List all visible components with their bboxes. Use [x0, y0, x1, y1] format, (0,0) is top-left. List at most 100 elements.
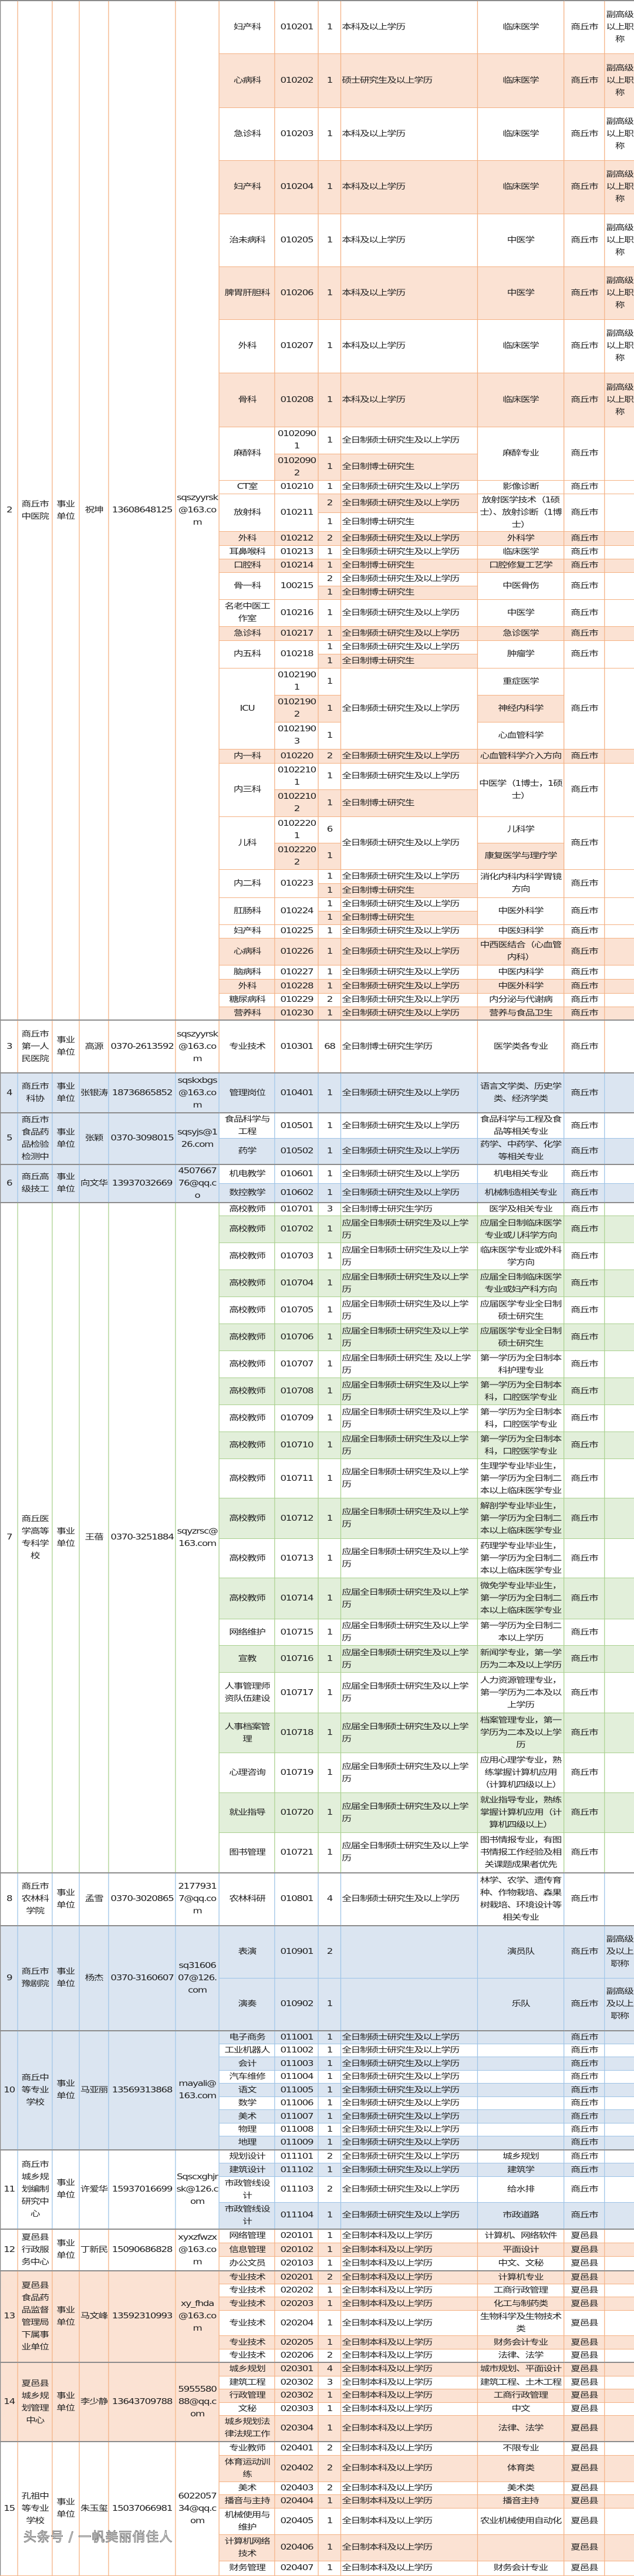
post-code: 010225 — [274, 924, 319, 938]
post-count: 68 — [318, 1019, 342, 1073]
contact-email: sqskxbgs@163.com — [174, 1072, 220, 1113]
post-code: 020201 — [274, 2270, 319, 2284]
work-location: 夏邑县 — [563, 2349, 605, 2363]
work-location: 商丘市 — [563, 1072, 605, 1113]
unit-nature: 事业单位 — [51, 1872, 80, 1926]
work-location: 商丘市 — [563, 572, 605, 600]
major-requirement: 就业指导专业，熟练掌握计算机应用（计算机四级以上） — [477, 1792, 564, 1833]
table-row: 物理 011008 1 全日制硕士研究生及以上学历 商丘市 — [1, 2123, 634, 2136]
contact-person: 马亚丽 — [78, 2030, 110, 2150]
table-row: 12 夏邑县行政服务中心 事业单位 丁新民 15090686828 xyxzfwzx@16… — [0, 2228, 634, 2271]
major-requirement: 图书情报专业，有图书情报工作经验及相关课题成果者优先 — [477, 1832, 564, 1873]
major-requirement: 中文、文秘 — [477, 2256, 564, 2271]
major-requirement: 美术类 — [477, 2481, 564, 2495]
other-requirement — [604, 2284, 634, 2297]
work-location: 商丘市 — [563, 493, 605, 532]
other-requirement: 副高级以上职称 — [604, 107, 634, 161]
education-requirement: 全日制硕士研究生及以上学历 — [340, 2083, 478, 2097]
other-requirement — [604, 2109, 634, 2123]
post-count: 2 — [318, 572, 342, 586]
post-count: 2 — [318, 992, 342, 1007]
table-row: 心病科 010202 1 硕士研究生及以上学历 临床医学 商丘市 副高级以上职称 — [1, 53, 634, 108]
education-requirement: 全日制硕士研究生及以上学历 — [340, 531, 478, 546]
other-requirement — [604, 2163, 634, 2177]
unit-nature: 事业单位 — [51, 2030, 80, 2150]
post-code: 010203 — [274, 107, 319, 161]
other-requirement — [604, 1243, 634, 1270]
work-location: 商丘市 — [563, 2057, 605, 2071]
table-row: 11 商丘市城乡规划编制研究中心 事业单位 许爱华 15937016699 Sqscxgh… — [0, 2149, 634, 2229]
major-requirement: 解剖学专业毕业生，第一学历为全日制二本以上临床医学专业 — [477, 1498, 564, 1539]
other-requirement — [604, 2297, 634, 2311]
education-requirement: 应届全日制硕士研究生及以上学历 — [340, 1378, 478, 1405]
other-requirement — [604, 2149, 634, 2163]
other-requirement — [604, 2310, 634, 2336]
post-count: 3 — [318, 1201, 342, 1216]
other-requirement — [604, 640, 634, 669]
table-row: 高校教师 010705 1 应届全日制硕士研究生及以上学历 应届医学专业全日制硕士研究生… — [1, 1297, 634, 1324]
index: 15 — [0, 2441, 19, 2576]
contact-person: 王蓓 — [78, 1201, 110, 1873]
table-row: 高校教师 010710 1 应届全日制硕士研究生及以上学历 第一学历为全日制本科，口腔医… — [1, 1432, 634, 1459]
post-name: 工业机器人 — [218, 2044, 276, 2057]
work-location: 夏邑县 — [563, 2362, 605, 2376]
post-count: 1 — [318, 107, 342, 161]
major-requirement: 人力资源管理专业，第一学历为二本及以上学历 — [477, 1672, 564, 1713]
major-requirement: 儿科学 — [477, 816, 564, 843]
work-location: 商丘市 — [563, 1619, 605, 1646]
contact-person: 孟雪 — [78, 1872, 110, 1926]
index: 7 — [0, 1201, 19, 1873]
table-row: 营养科 010230 1 全日制硕士研究生及以上学历 营养与食品卫生 商丘市 — [1, 1006, 634, 1021]
major-requirement: 第一学历为全日制本科，口腔医学专业 — [477, 1432, 564, 1459]
work-location: 商丘市 — [563, 897, 605, 925]
work-location: 商丘市 — [563, 599, 605, 627]
contact-email: 602205734@qq.com — [174, 2441, 220, 2576]
other-requirement — [604, 1201, 634, 1216]
table-row: 高校教师 010708 1 应届全日制硕士研究生及以上学历 第一学历为全日制本科，口腔医… — [1, 1378, 634, 1405]
table-row: 人事档案管理 010718 1 应届全日制硕士研究生及以上学历 档案管理专业，第一学历为… — [1, 1713, 634, 1753]
post-name: 表演 — [218, 1925, 276, 1979]
post-count: 1 — [318, 1324, 342, 1351]
education-requirement: 全日制硕士研究生及以上学历 — [340, 924, 478, 938]
post-count: 1 — [318, 1832, 342, 1873]
major-requirement: 应届医学专业全日制硕士研究生 — [477, 1297, 564, 1324]
post-code: 010217 — [274, 626, 319, 641]
post-code: 020204 — [274, 2310, 319, 2336]
work-location: 商丘市 — [563, 667, 605, 749]
table-row: 14 夏邑县城乡规划管理中心 事业单位 李少静 13643709788 595558088… — [0, 2362, 634, 2442]
major-requirement: 应用心理学专业，熟练掌握计算机应用（计算机四级以上） — [477, 1753, 564, 1793]
education-requirement: 本科及以上学历 — [340, 213, 478, 267]
table-row: 心理咨询 010719 1 应届全日制硕士研究生及以上学历 应用心理学专业，熟练掌握计算… — [1, 1753, 634, 1793]
post-count: 1 — [318, 2310, 342, 2336]
post-name: 内一科 — [218, 748, 276, 764]
contact-phone: 15090686828 — [108, 2228, 176, 2271]
post-name: 高校教师 — [218, 1459, 276, 1498]
post-count: 1 — [318, 1351, 342, 1378]
post-code: 020301 — [274, 2362, 319, 2376]
table-row: 文秘 020303 1 全日制本科及以上学历 中文 夏邑县 — [1, 2402, 634, 2416]
work-location: 商丘市 — [563, 1270, 605, 1297]
other-requirement — [604, 2402, 634, 2416]
work-location: 商丘市 — [563, 107, 605, 161]
post-name: 外科 — [218, 978, 276, 994]
table-row: 2 商丘市中医院 事业单位 祝坤 13608648125 sqszyyrsk@163.co… — [0, 0, 634, 1021]
post-code: 020102 — [274, 2243, 319, 2257]
post-name: 数学 — [218, 2096, 276, 2110]
post-code: 010201 — [274, 0, 319, 54]
major-requirement — [477, 2534, 564, 2561]
post-code: 011102 — [274, 2163, 319, 2177]
education-requirement: 全日制硕士研究生及以上学历 — [340, 2123, 478, 2136]
education-requirement: 全日制硕士研究生及以上学历 — [340, 2030, 478, 2044]
table-row: 妇产科 010204 1 本科及以上学历 临床医学 商丘市 副高级以上职称 — [1, 160, 634, 214]
work-location: 夏邑县 — [563, 2455, 605, 2482]
post-count: 2 — [318, 2455, 342, 2482]
other-requirement — [604, 1459, 634, 1498]
major-requirement: 心血管科学介入方向 — [477, 748, 564, 764]
post-code: 010230 — [274, 1006, 319, 1021]
education-requirement: 全日制本科及以上学历 — [340, 2415, 478, 2442]
work-location: 商丘市 — [563, 1832, 605, 1873]
post-count: 1 — [318, 2494, 342, 2509]
table-row: 数学 011006 1 全日制硕士研究生及以上学历 商丘市 — [1, 2096, 634, 2110]
other-requirement — [604, 1753, 634, 1793]
